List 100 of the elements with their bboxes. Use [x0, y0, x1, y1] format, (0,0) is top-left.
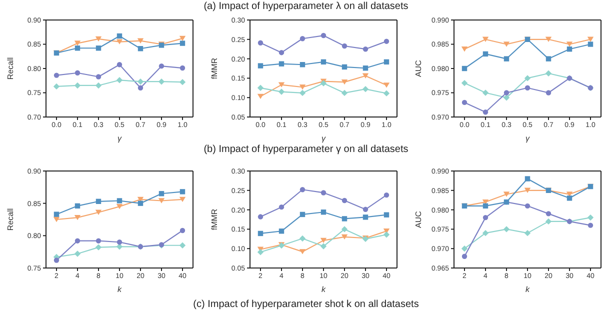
point	[158, 191, 164, 196]
point	[320, 238, 327, 244]
point	[341, 79, 348, 85]
point	[278, 228, 284, 234]
point	[137, 78, 144, 85]
point	[299, 90, 306, 96]
point	[278, 204, 284, 210]
point	[587, 36, 594, 42]
point	[342, 64, 348, 70]
point	[258, 214, 264, 220]
point	[95, 244, 102, 250]
point	[180, 228, 186, 234]
point	[137, 38, 144, 44]
point	[116, 198, 122, 204]
point	[546, 56, 552, 62]
point	[566, 42, 573, 47]
point	[116, 240, 122, 245]
point	[504, 56, 510, 62]
point	[482, 36, 489, 42]
text: (b) Impact of hyperparameter γ on all datasets	[202, 143, 410, 156]
point	[299, 235, 306, 242]
point	[300, 187, 306, 192]
point	[300, 212, 306, 218]
point	[74, 70, 80, 76]
point	[482, 214, 488, 220]
point	[524, 230, 531, 236]
point	[545, 70, 552, 76]
point	[482, 230, 489, 236]
point	[383, 90, 390, 96]
point	[53, 216, 60, 222]
point	[461, 246, 468, 252]
point	[546, 211, 552, 216]
point	[74, 214, 81, 220]
point	[384, 59, 390, 65]
point	[258, 40, 264, 46]
point	[383, 232, 390, 238]
point	[180, 189, 186, 194]
x-axis-title: k	[526, 285, 530, 294]
point	[278, 88, 285, 95]
point	[587, 214, 594, 221]
point	[179, 78, 186, 86]
point	[74, 40, 81, 46]
point	[299, 84, 306, 90]
x-axis-title: k	[322, 285, 326, 294]
point	[566, 196, 572, 201]
point	[566, 192, 573, 197]
point	[462, 254, 468, 259]
point	[461, 80, 468, 86]
point	[179, 242, 186, 248]
point	[257, 94, 264, 100]
point	[482, 203, 488, 209]
point	[482, 90, 489, 96]
point	[180, 40, 186, 46]
point	[461, 46, 468, 52]
x-axis-title: γ	[526, 134, 530, 143]
point	[384, 38, 390, 44]
point	[116, 33, 122, 39]
point	[74, 203, 80, 209]
y-axis-title: AUC	[414, 60, 423, 77]
point	[138, 200, 144, 206]
point	[74, 46, 80, 51]
point	[300, 36, 306, 42]
point	[54, 258, 60, 263]
point	[278, 50, 284, 56]
point	[524, 85, 530, 90]
point	[278, 82, 285, 88]
point	[116, 244, 123, 250]
point	[74, 82, 81, 89]
point	[54, 72, 60, 78]
point	[95, 210, 102, 215]
point	[384, 192, 390, 198]
point	[95, 82, 102, 89]
point	[588, 222, 594, 228]
point	[258, 63, 264, 68]
point	[503, 192, 510, 197]
point	[278, 61, 284, 66]
point	[503, 94, 510, 101]
text: (c) Impact of hyperparameter shot k on all datasets	[192, 298, 420, 311]
point	[257, 248, 264, 256]
point	[341, 226, 348, 232]
point	[524, 75, 531, 82]
point	[482, 51, 488, 57]
point	[320, 80, 327, 86]
point	[320, 59, 326, 65]
point	[462, 66, 468, 72]
point	[95, 36, 102, 42]
point	[524, 203, 530, 209]
point	[588, 42, 594, 47]
point	[116, 204, 123, 210]
point	[138, 85, 144, 90]
point	[362, 66, 368, 71]
point	[96, 74, 102, 80]
point	[179, 36, 186, 42]
point	[258, 230, 264, 236]
y-axis-title: fMMR	[210, 208, 219, 230]
point	[362, 46, 368, 52]
point	[362, 206, 368, 212]
y-axis-title: fMMR	[210, 58, 219, 80]
point	[342, 216, 348, 222]
point	[362, 73, 369, 78]
